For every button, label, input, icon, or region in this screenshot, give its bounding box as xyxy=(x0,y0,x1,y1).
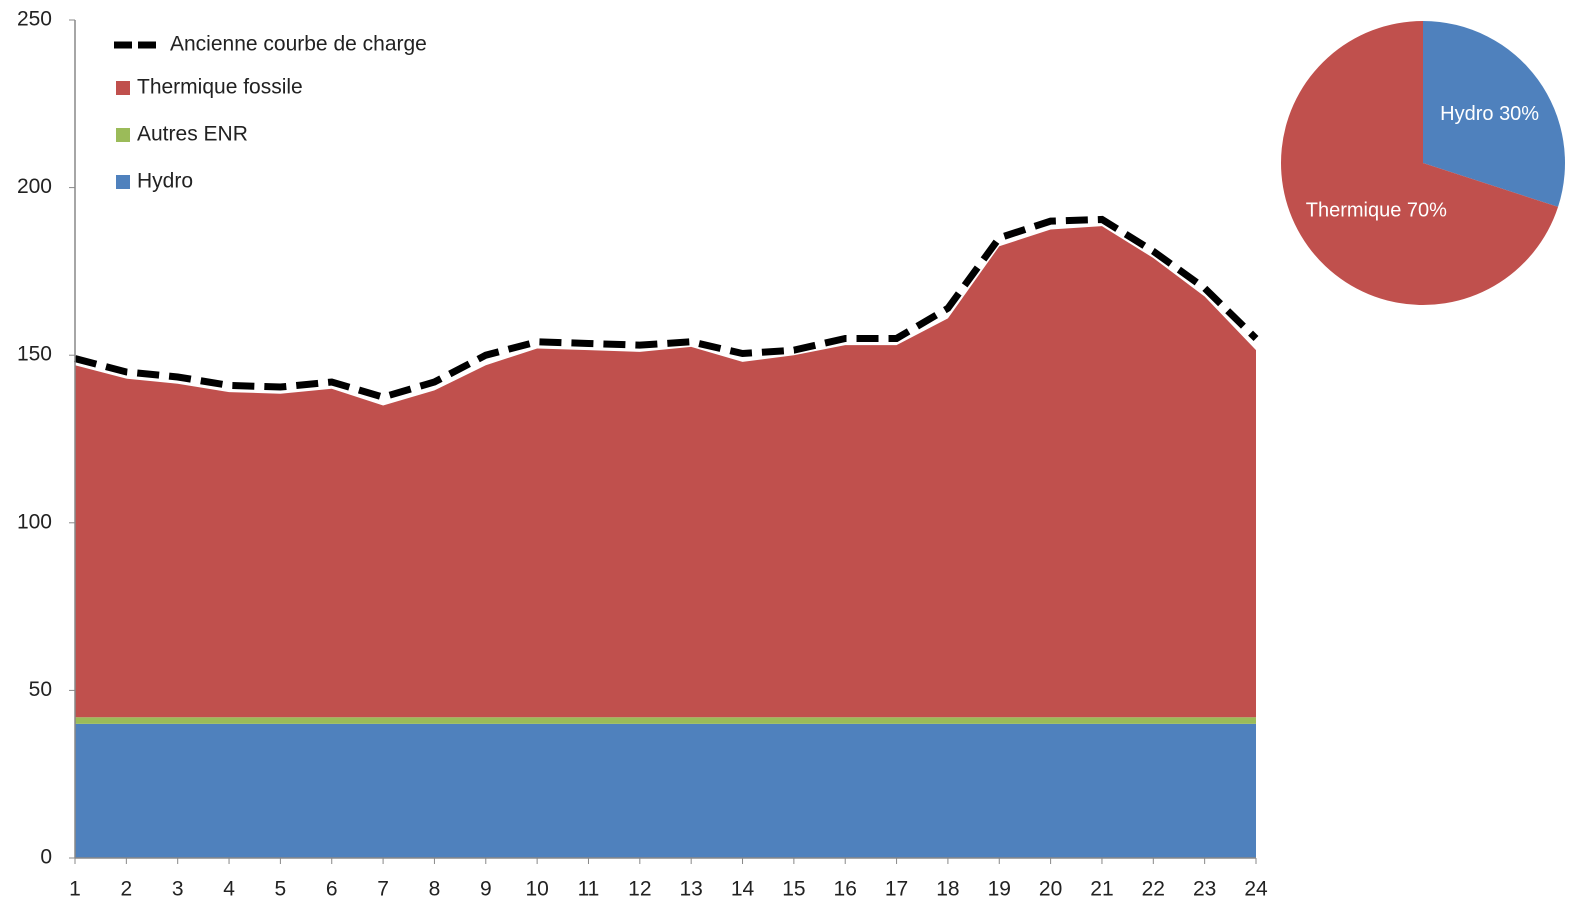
x-tick-label: 9 xyxy=(480,878,492,901)
x-tick-label: 6 xyxy=(326,878,338,901)
area xyxy=(75,226,1256,718)
x-tick-label: 10 xyxy=(525,878,548,901)
x-tick-label: 21 xyxy=(1090,878,1113,901)
area xyxy=(75,723,1256,858)
x-tick-label: 20 xyxy=(1039,878,1062,901)
x-tick-label: 14 xyxy=(731,878,755,901)
x-tick-label: 19 xyxy=(988,878,1011,901)
x-tick-label: 22 xyxy=(1142,878,1165,901)
area xyxy=(75,717,1256,724)
legend-label: Thermique fossile xyxy=(137,76,303,99)
x-tick-label: 16 xyxy=(834,878,857,901)
pie-label: Thermique 70% xyxy=(1306,200,1447,222)
pie-label: Hydro 30% xyxy=(1440,103,1539,125)
x-tick-label: 18 xyxy=(936,878,959,901)
y-tick-label: 100 xyxy=(17,510,52,533)
x-tick-label: 15 xyxy=(782,878,805,901)
y-tick-label: 150 xyxy=(17,343,52,366)
x-tick-label: 23 xyxy=(1193,878,1216,901)
line xyxy=(74,215,1259,401)
x-tick-label: 13 xyxy=(679,878,702,901)
pie-slice xyxy=(1280,21,1559,305)
y-tick-label: 250 xyxy=(17,8,52,31)
x-tick-label: 4 xyxy=(223,878,235,901)
legend-label: Hydro xyxy=(137,170,193,193)
legend-swatch xyxy=(116,81,130,95)
pie-slice xyxy=(1423,21,1565,207)
legend-label: Autres ENR xyxy=(137,123,248,146)
legend-swatch xyxy=(116,175,130,189)
x-tick-label: 8 xyxy=(429,878,441,901)
legend-swatch xyxy=(116,128,130,142)
x-tick-label: 1 xyxy=(69,878,81,901)
x-tick-label: 5 xyxy=(275,878,287,901)
x-tick-label: 3 xyxy=(172,878,184,901)
x-tick-label: 2 xyxy=(121,878,133,901)
x-tick-label: 7 xyxy=(377,878,389,901)
y-tick-label: 200 xyxy=(17,175,52,198)
x-tick-label: 24 xyxy=(1244,878,1268,901)
y-tick-label: 0 xyxy=(40,846,52,869)
x-tick-label: 12 xyxy=(628,878,651,901)
x-tick-label: 11 xyxy=(578,878,600,901)
x-tick-label: 17 xyxy=(885,878,908,901)
y-tick-label: 50 xyxy=(29,678,52,701)
legend-label: Ancienne courbe de charge xyxy=(170,33,427,56)
